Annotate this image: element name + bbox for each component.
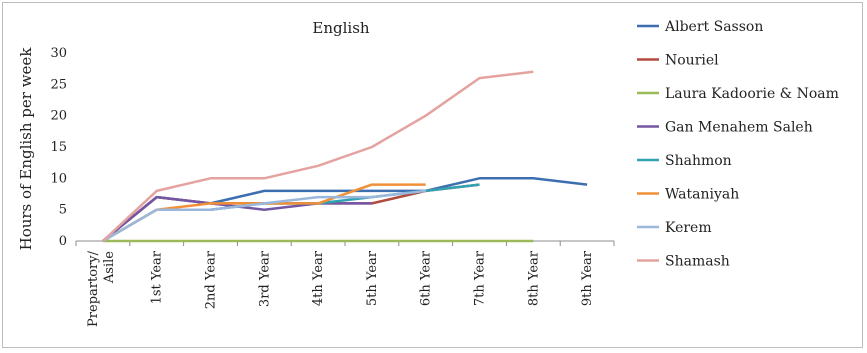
y-tick-label: 30 (50, 46, 67, 61)
legend-label: Nouriel (665, 53, 719, 69)
line-chart: English Hours of English per week 0 5 10 15… (17, 19, 839, 327)
x-tick-label: 1st Year (150, 250, 165, 304)
chart-title: English (312, 19, 370, 37)
legend-label: Gan Menahem Saleh (665, 120, 813, 136)
x-tick-label: 2nd Year (204, 250, 219, 309)
x-tick-label: 5th Year (365, 250, 380, 306)
y-tick-label: 15 (50, 140, 67, 155)
axes: 0 5 10 15 20 25 30 Prepartory/Asile 1st Year 2nd … (50, 46, 615, 327)
x-tick-label: 8th Year (526, 250, 541, 306)
chart-frame: English Hours of English per week 0 5 10 15… (2, 2, 863, 348)
legend-label: Shamash (665, 254, 730, 270)
legend-label: Laura Kadoorie & Noam (665, 86, 839, 102)
x-tick-label: 9th Year (580, 250, 595, 306)
series-line (102, 189, 426, 243)
y-tick-label: 0 (59, 234, 67, 249)
y-tick-label: 20 (50, 109, 67, 124)
legend-label: Shahmon (665, 153, 732, 169)
y-tick-label: 5 (59, 203, 67, 218)
y-tick-label: 10 (50, 171, 67, 186)
legend-label: Kerem (665, 220, 712, 236)
x-tick-label: 7th Year (473, 250, 488, 306)
x-tick-label: 3rd Year (257, 250, 272, 307)
legend: Albert Sasson Nouriel Laura Kadoorie & Noa… (637, 19, 839, 270)
legend-label: Wataniyah (665, 187, 739, 203)
y-tick-label: 25 (50, 77, 67, 92)
series-line (102, 183, 480, 242)
x-tick-label: Prepartory/Asile (86, 250, 117, 327)
x-tick-label: 4th Year (311, 250, 326, 306)
series-line (102, 70, 534, 242)
y-axis-label: Hours of English per week (17, 47, 35, 251)
series-line (102, 183, 480, 243)
x-tick-label: 6th Year (419, 250, 434, 306)
series-lines (102, 70, 588, 243)
legend-label: Albert Sasson (664, 19, 763, 35)
